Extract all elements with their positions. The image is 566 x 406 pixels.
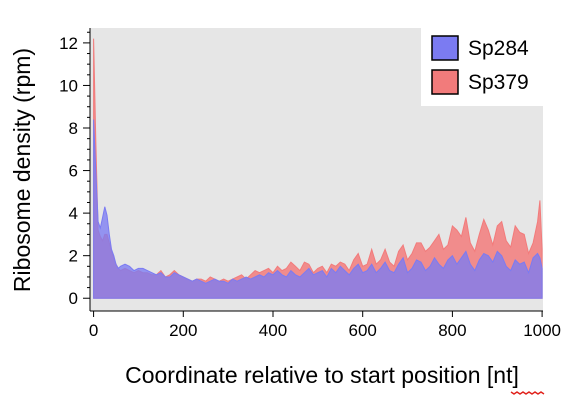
series-area-sp284 [93, 119, 543, 299]
y-tick-label: 6 [69, 162, 78, 181]
spellcheck-underline [510, 391, 545, 395]
x-tick-label: 0 [89, 321, 98, 340]
y-axis-title: Ribosome density (rpm) [9, 48, 35, 292]
x-tick-label: 600 [349, 321, 377, 340]
y-tick-label: 8 [69, 119, 78, 138]
y-tick-layer: 0 2 4 6 8 10 12 [59, 31, 90, 308]
area-layer [93, 38, 543, 299]
legend-label-sp379: Sp379 [468, 71, 529, 94]
legend-swatch-sp284 [431, 35, 459, 61]
x-tick-label: 1000 [523, 321, 561, 340]
x-axis-title: Coordinate relative to start position [n… [125, 362, 519, 388]
y-tick-label: 10 [59, 76, 78, 95]
y-tick-label: 12 [59, 34, 78, 53]
legend: Sp284 Sp379 [421, 26, 543, 106]
legend-label-sp284: Sp284 [468, 37, 529, 60]
x-tick-layer: 0 200 400 600 800 1000 [89, 311, 561, 340]
legend-swatch-sp379 [431, 69, 459, 95]
y-tick-label: 0 [69, 289, 78, 308]
y-tick-label: 2 [69, 247, 78, 266]
x-tick-label: 200 [169, 321, 197, 340]
y-tick-label: 4 [69, 204, 78, 223]
x-tick-label: 400 [259, 321, 287, 340]
x-tick-label: 800 [438, 321, 466, 340]
